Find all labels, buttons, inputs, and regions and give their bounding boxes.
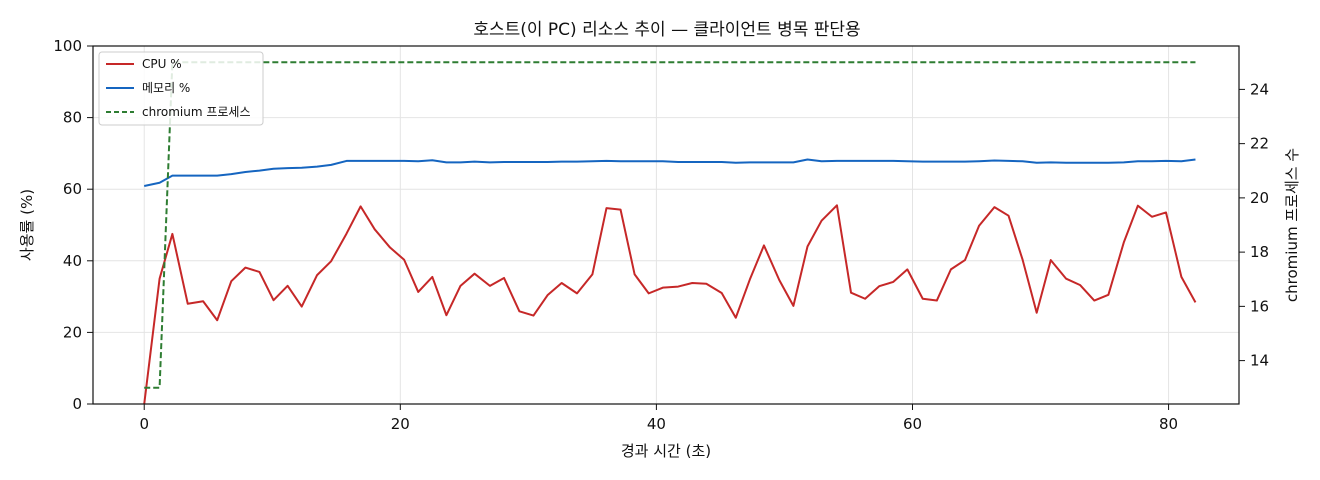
y-tick-label: 20 [63,323,82,341]
x-tick-label: 0 [139,415,149,433]
y-axis-right: 14 16 18 20 22 24 [1239,80,1269,370]
x-tick-label: 20 [391,415,410,433]
y-tick-label: 40 [63,252,82,270]
y2-tick-label: 24 [1250,80,1269,98]
series-line-cpu [143,204,1197,405]
legend-label-memory: 메모리 % [142,81,190,95]
y-tick-label: 80 [63,109,82,127]
legend-box [98,51,264,126]
series-line-chromium [144,61,1196,389]
series-line-memory [144,158,1196,187]
y2-axis-label: chromium 프로세스 수 [1283,148,1301,302]
legend-label-chromium: chromium 프로세스 [142,105,251,119]
y-tick-label: 60 [63,180,82,198]
y2-tick-label: 14 [1250,352,1269,370]
x-tick-label: 40 [647,415,666,433]
y2-tick-label: 20 [1250,189,1269,207]
y2-tick-label: 16 [1250,297,1269,315]
series-layer [143,61,1197,405]
x-axis: 0 20 40 60 80 [139,404,1178,433]
y-axis-left: 0 20 40 60 80 100 [53,37,93,413]
plot-frame [92,45,1240,405]
y2-tick-label: 18 [1250,243,1269,261]
chart-title: 호스트(이 PC) 리소스 추이 — 클라이언트 병목 판단용 [473,20,860,40]
x-tick-label: 60 [903,415,922,433]
y-tick-label: 0 [72,395,82,413]
x-axis-label: 경과 시간 (초) [621,442,711,460]
y-axis-label: 사용률 (%) [18,189,36,261]
x-tick-label: 80 [1159,415,1178,433]
y-tick-label: 100 [53,37,82,55]
y2-tick-label: 22 [1250,135,1269,153]
legend: CPU % 메모리 % chromium 프로세스 [98,51,264,126]
legend-label-cpu: CPU % [142,57,182,71]
